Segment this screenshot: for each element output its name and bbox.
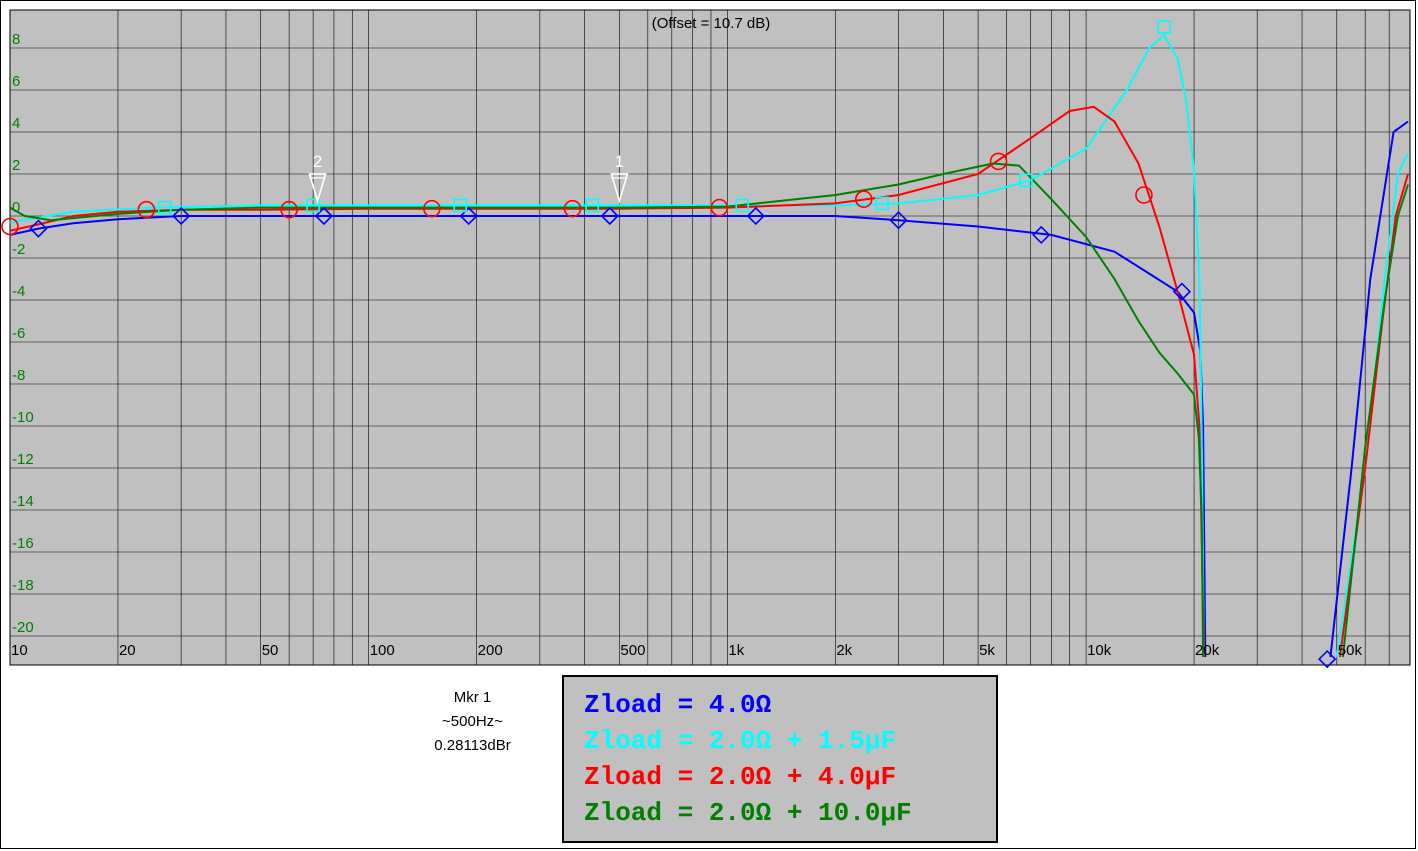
x-tick-label: 5k: [979, 642, 995, 659]
y-tick-label: 0: [12, 199, 20, 216]
x-tick-label: 200: [478, 642, 503, 659]
x-tick-label: 20k: [1195, 642, 1220, 659]
y-tick-label: -4: [12, 283, 25, 300]
marker-readout: Mkr 1 ~500Hz~ 0.28113dBr: [390, 686, 555, 758]
square-marker: [157, 200, 172, 215]
series-line-3: [9, 162, 1205, 658]
circle-marker: [280, 200, 298, 219]
series-line-0: [9, 215, 1207, 658]
circle-marker: [423, 199, 441, 218]
x-tick-labels: 10 20 50 100 200 500 1k 2k 5k 10k 20k 50k: [11, 642, 1362, 659]
square-marker: [453, 198, 468, 213]
series-tail-3: [1341, 184, 1409, 658]
square-marker: [1019, 173, 1033, 188]
x-tick-label: 20: [119, 642, 136, 659]
x-tick-label: 10: [11, 642, 28, 659]
square-marker: [735, 198, 750, 213]
offset-annotation: (Offset = 10.7 dB): [652, 15, 771, 32]
y-tick-label: -20: [12, 619, 34, 636]
legend-entry-2ohm-1-5uf: Zload = 2.0Ω + 1.5μF: [584, 726, 897, 756]
y-tick-label: -10: [12, 409, 34, 426]
diamond-marker: [172, 206, 191, 226]
series-tail-0: [1329, 120, 1409, 658]
y-tick-label: -18: [12, 577, 34, 594]
diamond-marker: [1032, 225, 1051, 245]
square-marker: [1157, 20, 1171, 34]
series-line-1: [9, 33, 1205, 658]
legend-entry-2ohm-10uf: Zload = 2.0Ω + 10.0μF: [584, 798, 912, 828]
y-tick-label: 2: [12, 157, 20, 174]
x-tick-label: 500: [620, 642, 645, 659]
diamond-marker: [29, 219, 48, 238]
square-marker: [585, 198, 600, 213]
y-tick-label: -6: [12, 325, 25, 342]
plot-background: [9, 9, 1411, 666]
diamond-marker: [889, 211, 908, 230]
square-marker: [306, 198, 320, 213]
x-tick-label: 2k: [836, 642, 852, 659]
x-tick-label: 1k: [728, 642, 744, 659]
legend-entry-4ohm: Zload = 4.0Ω: [584, 690, 772, 720]
y-tick-label: -14: [12, 493, 34, 510]
y-tick-label: -2: [12, 241, 25, 258]
reference-marker-triangle: [610, 173, 629, 204]
diamond-marker: [1318, 649, 1337, 669]
y-tick-label: 4: [12, 115, 20, 132]
square-marker: [875, 196, 889, 211]
circle-marker: [854, 190, 873, 208]
diamond-marker: [746, 206, 765, 226]
marker-frequency: ~500Hz~: [442, 713, 503, 730]
x-tick-label: 100: [370, 642, 395, 659]
y-tick-labels: 8 6 4 2 0 -2 -4 -6 -8 -10 -12 -14 -16 -18 -20: [12, 31, 34, 636]
x-tick-label: 10k: [1087, 642, 1112, 659]
diamond-marker: [1172, 282, 1192, 301]
diamond-marker: [600, 206, 619, 226]
y-tick-label: 6: [12, 73, 20, 90]
reference-marker-label: 2: [313, 152, 322, 171]
y-tick-label: -8: [12, 367, 25, 384]
reference-marker-triangle: [308, 173, 327, 204]
y-tick-label: 8: [12, 31, 20, 48]
legend: Zload = 4.0Ω Zload = 2.0Ω + 1.5μF Zload …: [562, 675, 998, 843]
circle-marker: [1135, 186, 1153, 204]
circle-marker: [1, 217, 19, 236]
series-markers: [1, 20, 1337, 669]
circle-marker: [710, 198, 729, 217]
diamond-marker: [314, 206, 334, 226]
grid: [9, 10, 1411, 665]
marker-value: 0.28113dBr: [434, 737, 511, 754]
diamond-marker: [459, 206, 478, 226]
circle-marker: [563, 199, 582, 218]
reference-marker-label: 1: [615, 152, 624, 171]
series-layer: [9, 33, 1409, 658]
marker-name: Mkr 1: [453, 689, 492, 706]
y-tick-label: -12: [12, 451, 34, 468]
x-tick-label: 50: [262, 642, 279, 659]
circle-marker: [137, 200, 156, 219]
x-tick-label: 50k: [1338, 642, 1363, 659]
circle-marker: [989, 152, 1008, 171]
y-tick-label: -16: [12, 535, 34, 552]
legend-entry-2ohm-4uf: Zload = 2.0Ω + 4.0μF: [584, 762, 897, 792]
